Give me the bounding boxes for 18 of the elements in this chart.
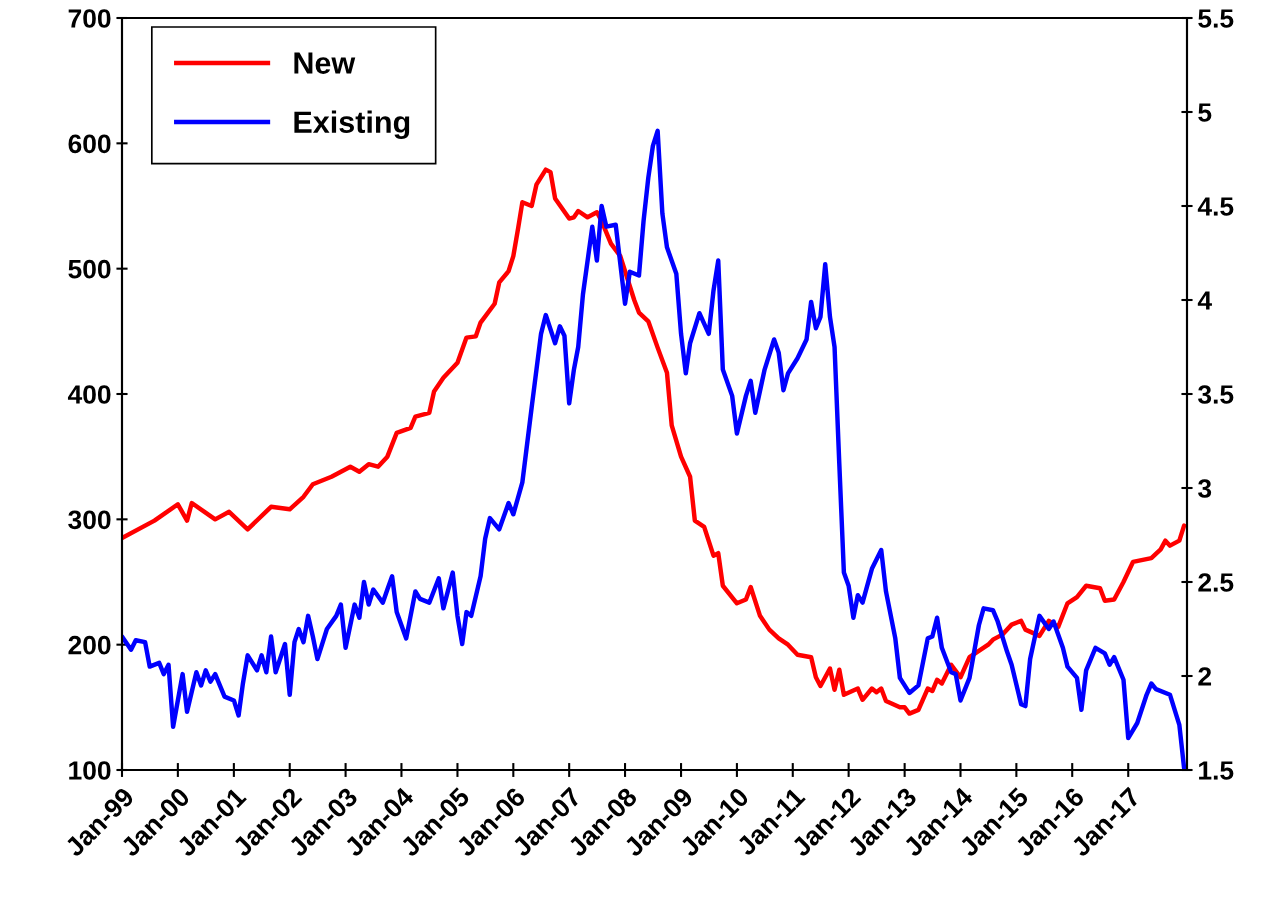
y-tick-label: 600 xyxy=(68,134,111,154)
y2-tick-label: 2.5 xyxy=(1198,573,1234,592)
y2-tick-label: 4 xyxy=(1197,291,1212,310)
y-tick-label: 200 xyxy=(68,635,111,655)
y2-tick-label: 4.5 xyxy=(1197,197,1234,216)
y2-tick-label: 1.5 xyxy=(1199,761,1234,780)
y-tick-label: 100 xyxy=(69,761,111,780)
y-tick-label: 400 xyxy=(67,385,111,404)
y-tick-label: 300 xyxy=(68,510,111,530)
y2-tick-label: 3.5 xyxy=(1198,385,1234,404)
y2-tick-label: 5 xyxy=(1198,103,1212,122)
y2-tick-label: 2 xyxy=(1198,667,1212,686)
y-tick-label: 700 xyxy=(68,9,111,28)
y2-tick-label: 5.5 xyxy=(1198,9,1234,28)
legend-label: Existing xyxy=(294,110,410,140)
y-tick-label: 500 xyxy=(68,259,111,279)
legend-label: New xyxy=(294,52,356,74)
y2-tick-label: 3 xyxy=(1198,479,1212,498)
